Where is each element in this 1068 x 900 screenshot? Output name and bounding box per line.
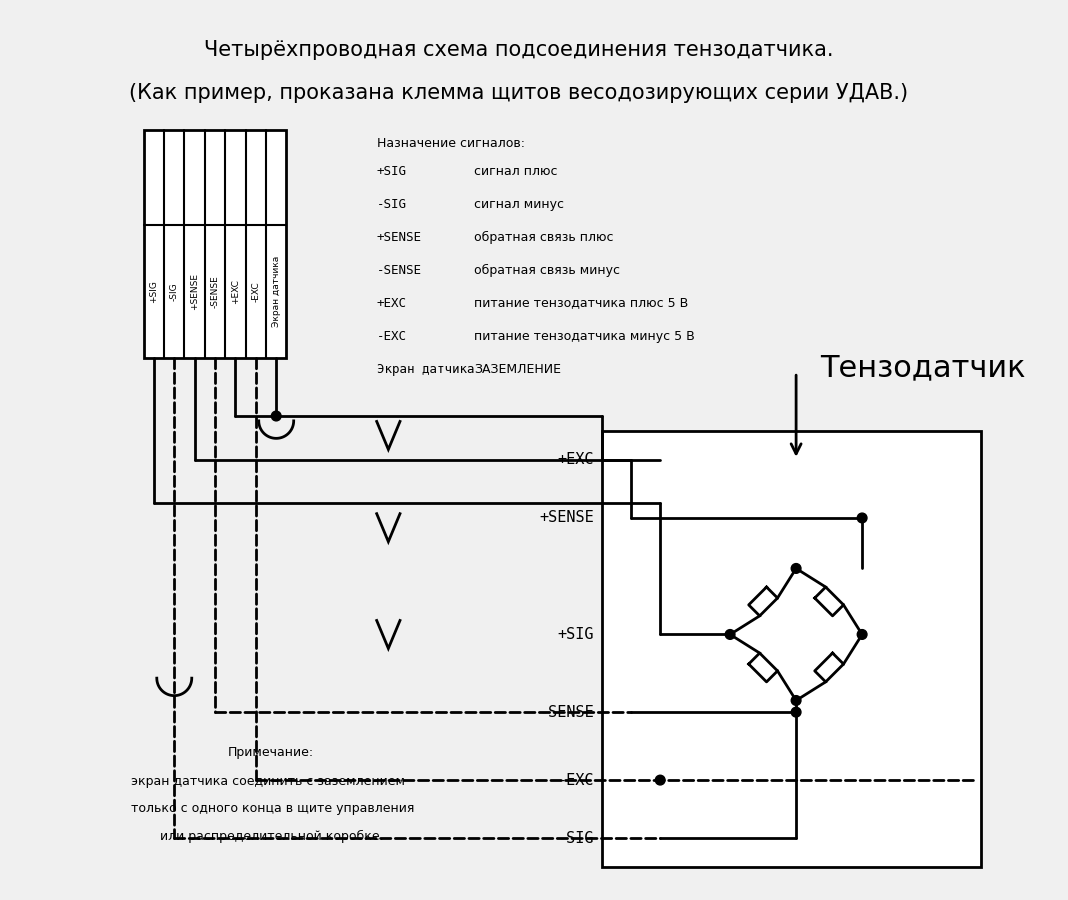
Circle shape: [271, 411, 281, 421]
Text: +SENSE: +SENSE: [539, 510, 594, 526]
Text: Примечание:: Примечание:: [229, 746, 314, 759]
Text: сигнал плюс: сигнал плюс: [474, 165, 557, 177]
Text: -EXC: -EXC: [251, 282, 261, 302]
Circle shape: [791, 696, 801, 706]
Bar: [602, 430, 980, 868]
Text: +EXC: +EXC: [557, 452, 594, 467]
Text: обратная связь минус: обратная связь минус: [474, 264, 619, 276]
Text: только с одного конца в щите управления: только с одного конца в щите управления: [131, 803, 414, 815]
Circle shape: [858, 630, 867, 639]
Circle shape: [858, 513, 867, 523]
Text: (Как пример, проказана клемма щитов весодозирующих серии УДАВ.): (Как пример, проказана клемма щитов весо…: [129, 83, 908, 103]
Text: экран датчика соединить с заземлением: экран датчика соединить с заземлением: [131, 775, 405, 788]
Text: или распределительной коробке.: или распределительной коробке.: [160, 830, 383, 842]
Text: Назначение сигналов:: Назначение сигналов:: [377, 138, 524, 150]
Circle shape: [791, 707, 801, 717]
Text: -SIG: -SIG: [557, 831, 594, 846]
Text: +SIG: +SIG: [377, 165, 407, 177]
Text: сигнал минус: сигнал минус: [474, 198, 564, 211]
Text: -SIG: -SIG: [170, 283, 178, 301]
Text: ЗАЗЕМЛЕНИЕ: ЗАЗЕМЛЕНИЕ: [474, 363, 561, 375]
Text: Экран датчика: Экран датчика: [271, 256, 281, 328]
Text: +SIG: +SIG: [557, 627, 594, 642]
Text: -EXC: -EXC: [377, 329, 407, 343]
Text: -SENSE: -SENSE: [210, 275, 220, 308]
Circle shape: [656, 775, 665, 785]
Text: +EXC: +EXC: [377, 297, 407, 310]
Text: Четырёхпроводная схема подсоединения тензодатчика.: Четырёхпроводная схема подсоединения тен…: [204, 40, 833, 60]
Circle shape: [725, 630, 735, 639]
Text: -SENSE: -SENSE: [377, 264, 422, 276]
Text: питание тензодатчика плюс 5 В: питание тензодатчика плюс 5 В: [474, 297, 688, 310]
Text: Тензодатчик: Тензодатчик: [820, 353, 1026, 382]
Text: питание тензодатчика минус 5 В: питание тензодатчика минус 5 В: [474, 329, 694, 343]
Text: -EXC: -EXC: [557, 772, 594, 788]
Text: обратная связь плюс: обратная связь плюс: [474, 230, 613, 244]
Bar: [144, 130, 286, 358]
Text: +SENSE: +SENSE: [190, 273, 199, 310]
Text: -SENSE: -SENSE: [539, 705, 594, 720]
Text: Экран датчика: Экран датчика: [377, 363, 474, 375]
Text: +SENSE: +SENSE: [377, 230, 422, 244]
Text: -SIG: -SIG: [377, 198, 407, 211]
Text: +EXC: +EXC: [231, 279, 240, 304]
Text: +SIG: +SIG: [150, 280, 158, 303]
Circle shape: [791, 563, 801, 573]
